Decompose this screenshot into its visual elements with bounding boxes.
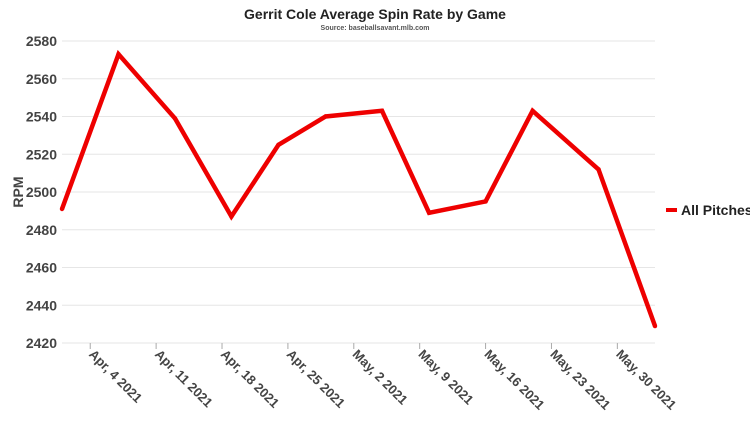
y-tick-label: 2540 [26, 109, 57, 125]
x-tick-label: May, 23 2021 [547, 347, 613, 413]
data-point[interactable] [530, 108, 535, 114]
y-tick-label: 2420 [26, 335, 57, 351]
data-point[interactable] [483, 199, 488, 204]
y-tick-label: 2440 [26, 297, 57, 313]
data-point[interactable] [652, 323, 658, 329]
x-tick-label: Apr, 25 2021 [284, 347, 348, 411]
series-group [59, 49, 658, 329]
y-tick-label: 2460 [26, 260, 57, 276]
data-point[interactable] [59, 206, 65, 212]
y-tick-label: 2480 [26, 222, 57, 238]
x-tick-label: Apr, 18 2021 [218, 347, 282, 411]
data-point[interactable] [596, 167, 601, 172]
data-point[interactable] [276, 142, 281, 148]
y-tick-label: 2580 [26, 33, 57, 49]
x-tick-label: May, 9 2021 [416, 347, 477, 408]
data-point[interactable] [426, 210, 432, 215]
chart-subtitle: Source: baseballsavant.mlb.com [320, 25, 430, 32]
y-tick-label: 2500 [26, 184, 57, 200]
y-tick-label: 2560 [26, 71, 57, 87]
legend[interactable]: All Pitches [666, 202, 750, 218]
grid-lines [62, 40, 655, 344]
x-tick-label: Apr, 11 2021 [152, 347, 216, 411]
y-tick-label: 2520 [26, 146, 57, 162]
x-tick-label: Apr, 4 2021 [86, 347, 145, 406]
data-point[interactable] [172, 116, 178, 121]
data-point[interactable] [229, 214, 234, 219]
data-point[interactable] [116, 52, 121, 57]
y-axis-label: RPM [10, 176, 26, 207]
chart-title: Gerrit Cole Average Spin Rate by Game [244, 6, 506, 22]
legend-label-all-pitches[interactable]: All Pitches [681, 202, 750, 218]
x-tick-label: May, 16 2021 [481, 347, 547, 413]
data-point[interactable] [379, 108, 385, 114]
x-tick-label: May, 30 2021 [613, 347, 679, 413]
y-axis-ticks: 2420 2440 2460 2480 2500 2520 2540 2560 2580 [26, 33, 57, 351]
x-tick-label: May, 2 2021 [350, 347, 411, 408]
x-axis-ticks: Apr, 4 2021 Apr, 11 2021 Apr, 18 2021 Apr, … [86, 343, 679, 413]
data-point[interactable] [323, 114, 328, 119]
series-line-all-pitches[interactable] [59, 49, 658, 327]
